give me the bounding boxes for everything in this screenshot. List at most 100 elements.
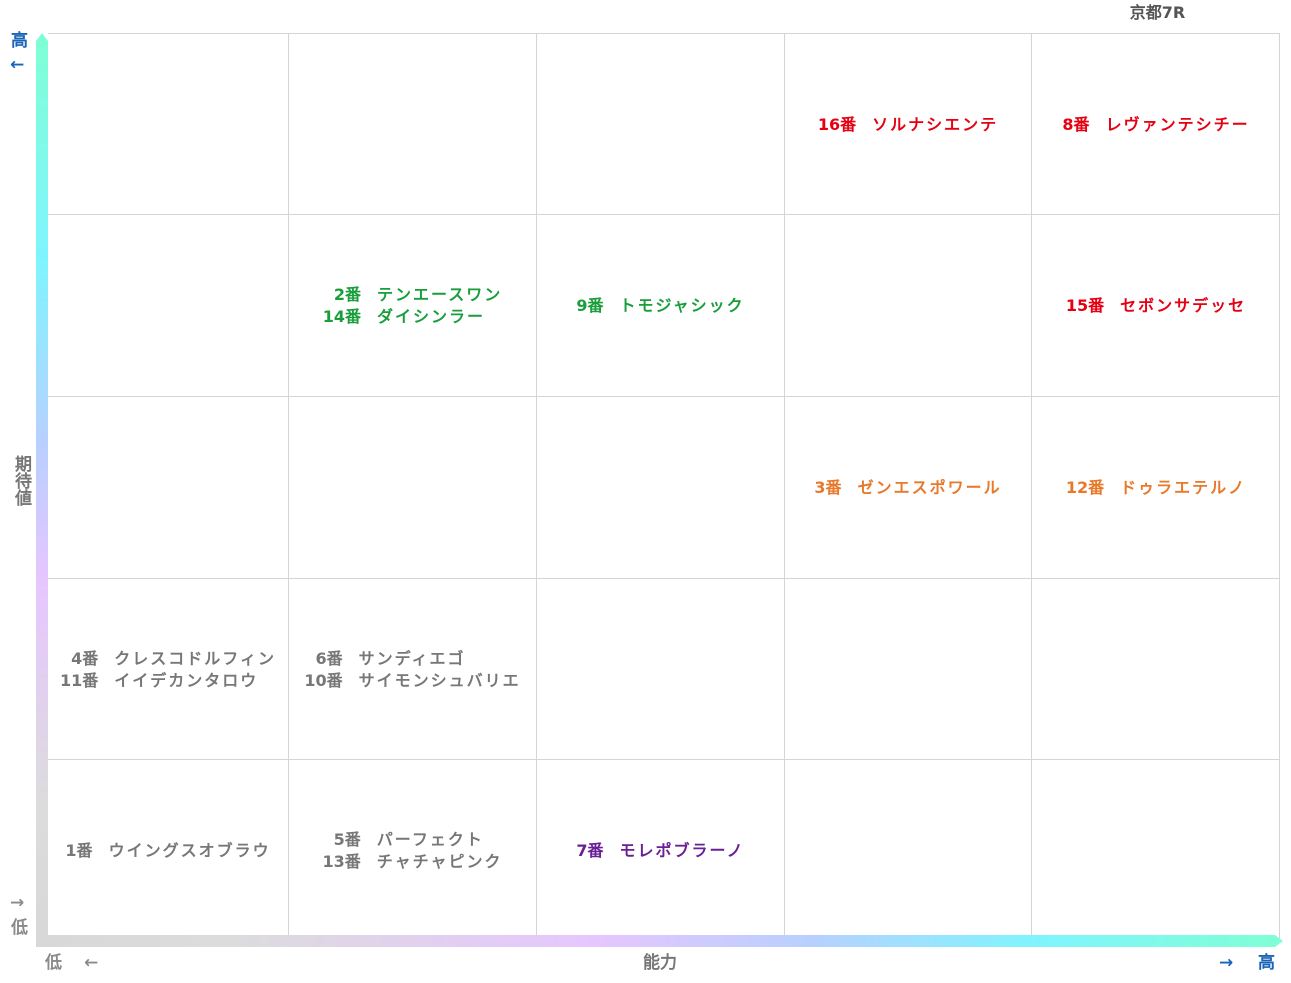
grid-cell	[785, 760, 1032, 941]
horse-name: チャチャピンク	[376, 851, 503, 871]
horse-number: 7番	[576, 840, 604, 860]
horse-name: クレスコドルフィン	[114, 648, 276, 668]
horse-number: 4番	[71, 648, 99, 668]
y-low-arrow-icon: →	[10, 893, 25, 913]
grid-cell: 6番 サンディエゴ 10番 サイモンシュバリエ	[289, 579, 537, 760]
horse-list: 3番 ゼンエスポワール	[814, 476, 1001, 499]
horse-entry: 3番 ゼンエスポワール	[814, 477, 1001, 498]
grid-cell	[48, 34, 289, 215]
horse-list: 2番 テンエースワン 14番 ダイシンラー	[323, 283, 502, 328]
x-high-arrow-icon: →	[1219, 953, 1234, 973]
horse-number: 9番	[576, 296, 604, 315]
horse-list: 8番 レヴァンテシチー	[1062, 113, 1249, 136]
grid-cell: 2番 テンエースワン 14番 ダイシンラー	[289, 215, 537, 397]
horse-entry: 1番 ウイングスオブラウ	[65, 840, 270, 861]
horse-entry: 4番 クレスコドルフィン	[60, 648, 276, 669]
grid-cell	[289, 397, 537, 579]
grid-cell	[537, 579, 785, 760]
horse-name: サイモンシュバリエ	[358, 670, 521, 690]
y-low-label: 低	[11, 918, 28, 938]
grid-cell: 5番 パーフェクト 13番 チャチャピンク	[289, 760, 537, 941]
horse-name: パーフェクト	[376, 829, 484, 849]
horse-list: 1番 ウイングスオブラウ	[65, 839, 270, 862]
horse-list: 9番 トモジャシック	[576, 294, 744, 317]
x-axis-arrow	[36, 935, 1283, 947]
horse-list: 16番 ソルナシエンテ	[818, 113, 998, 136]
horse-entry: 11番 イイデカンタロウ	[60, 670, 276, 691]
x-low-arrow-icon: ←	[84, 953, 99, 973]
horse-list: 4番 クレスコドルフィン 11番 イイデカンタロウ	[60, 647, 276, 692]
value-ability-grid: 16番 ソルナシエンテ 8番 レヴァンテシチー 2番 テンエースワン 14番 ダイシンラー 9番…	[48, 33, 1280, 941]
horse-entry: 2番 テンエースワン	[323, 284, 502, 305]
grid-cell: 7番 モレポブラーノ	[537, 760, 785, 941]
y-high-label: 高	[11, 31, 28, 51]
horse-name: イイデカンタロウ	[114, 670, 259, 690]
horse-name: レヴァンテシチー	[1105, 114, 1250, 134]
horse-list: 5番 パーフェクト 13番 チャチャピンク	[323, 828, 503, 873]
grid-cell: 1番 ウイングスオブラウ	[48, 760, 289, 941]
horse-entry: 6番 サンディエゴ	[304, 648, 520, 669]
horse-entry: 8番 レヴァンテシチー	[1062, 114, 1249, 135]
grid-cell	[48, 215, 289, 397]
grid-cell: 15番 セボンサデッセ	[1032, 215, 1280, 397]
y-axis-label-text: 期待値	[11, 455, 31, 506]
horse-name: ソルナシエンテ	[872, 114, 999, 134]
x-axis-label: 能力	[643, 953, 677, 973]
y-axis-label: 期待値	[10, 455, 31, 512]
horse-list: 12番 ドゥラエテルノ	[1066, 476, 1246, 499]
horse-name: セボンサデッセ	[1120, 296, 1247, 315]
horse-number: 5番	[333, 829, 361, 849]
horse-number: 10番	[304, 670, 343, 690]
grid-cell: 9番 トモジャシック	[537, 215, 785, 397]
horse-number: 16番	[817, 114, 857, 134]
horse-number: 11番	[60, 670, 99, 690]
horse-entry: 10番 サイモンシュバリエ	[304, 670, 520, 691]
horse-list: 7番 モレポブラーノ	[576, 839, 744, 862]
x-high-label: 高	[1258, 953, 1275, 973]
horse-entry: 15番 セボンサデッセ	[1066, 295, 1246, 316]
horse-entry: 14番 ダイシンラー	[323, 306, 502, 327]
race-title: 京都7R	[1129, 3, 1186, 22]
x-low-label: 低	[45, 953, 62, 973]
grid-cell: 3番 ゼンエスポワール	[785, 397, 1032, 579]
horse-number: 2番	[333, 285, 362, 304]
grid-cell: 12番 ドゥラエテルノ	[1032, 397, 1280, 579]
horse-name: ドゥラエテルノ	[1120, 478, 1247, 497]
horse-entry: 9番 トモジャシック	[576, 295, 744, 316]
horse-entry: 5番 パーフェクト	[323, 829, 503, 850]
grid-cell	[785, 579, 1032, 760]
horse-list: 6番 サンディエゴ 10番 サイモンシュバリエ	[304, 647, 520, 692]
horse-list: 15番 セボンサデッセ	[1066, 294, 1246, 317]
horse-name: サンディエゴ	[358, 648, 466, 668]
horse-number: 14番	[322, 307, 362, 326]
horse-entry: 13番 チャチャピンク	[323, 851, 503, 872]
horse-name: トモジャシック	[619, 296, 745, 315]
horse-number: 6番	[315, 648, 343, 668]
horse-entry: 7番 モレポブラーノ	[576, 840, 744, 861]
grid-cell	[1032, 760, 1280, 941]
grid-cell: 8番 レヴァンテシチー	[1032, 34, 1280, 215]
horse-name: ウイングスオブラウ	[108, 840, 271, 860]
grid-cell	[785, 215, 1032, 397]
horse-entry: 12番 ドゥラエテルノ	[1066, 477, 1246, 498]
horse-name: ダイシンラー	[377, 307, 486, 326]
grid-cell	[537, 397, 785, 579]
grid-cell	[537, 34, 785, 215]
horse-number: 15番	[1065, 296, 1105, 315]
horse-number: 12番	[1065, 478, 1105, 497]
horse-number: 1番	[65, 840, 93, 860]
grid-cell	[289, 34, 537, 215]
horse-name: ゼンエスポワール	[857, 478, 1002, 497]
horse-name: モレポブラーノ	[619, 840, 745, 860]
grid-cell	[1032, 579, 1280, 760]
horse-name: テンエースワン	[377, 285, 503, 304]
horse-number: 8番	[1062, 114, 1090, 134]
y-high-arrow-icon: ←	[10, 55, 25, 75]
horse-number: 13番	[322, 851, 361, 871]
horse-entry: 16番 ソルナシエンテ	[818, 114, 998, 135]
grid-cell: 4番 クレスコドルフィン 11番 イイデカンタロウ	[48, 579, 289, 760]
y-axis-arrow	[36, 33, 48, 945]
horse-number: 3番	[814, 478, 842, 497]
grid-cell: 16番 ソルナシエンテ	[785, 34, 1032, 215]
grid-cell	[48, 397, 289, 579]
